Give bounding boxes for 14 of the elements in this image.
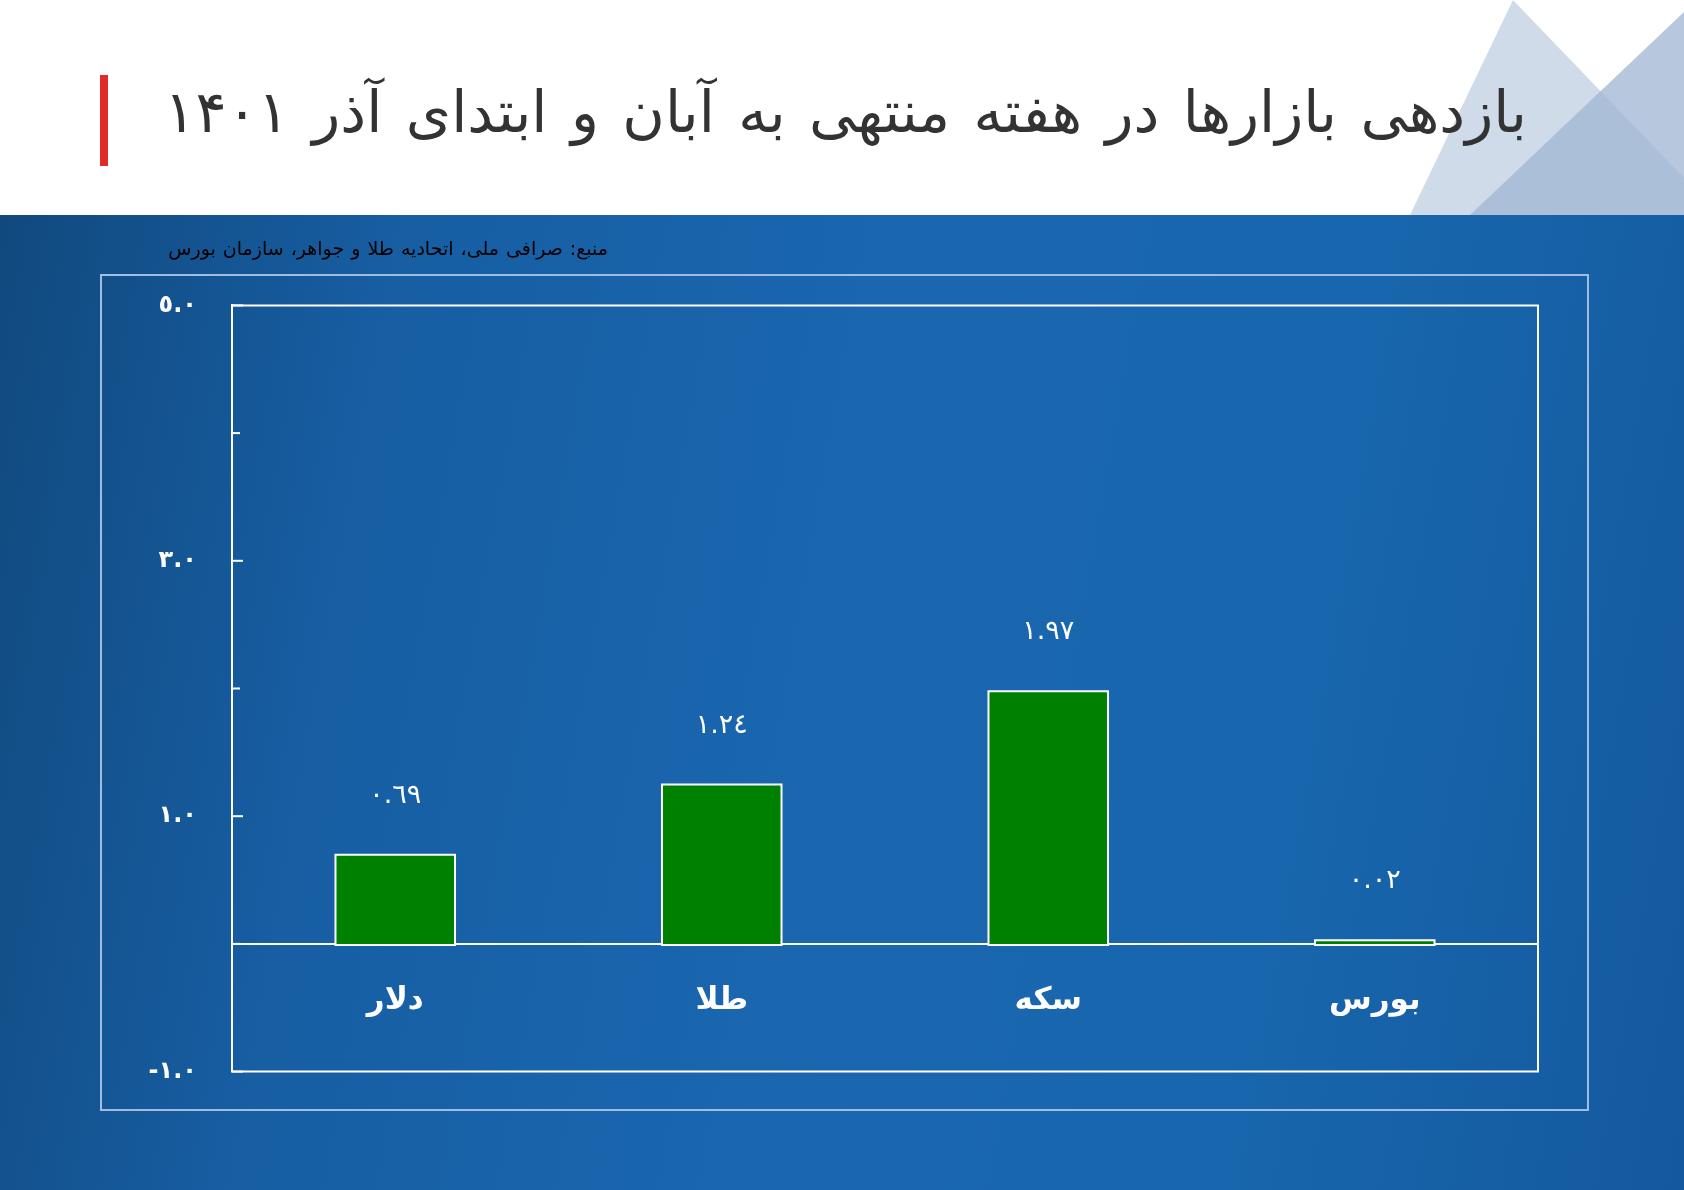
- y-tick-label: ٥.٠: [158, 289, 197, 318]
- y-tick-label: -١.٠: [148, 1055, 197, 1084]
- data-label: ١.٢٤: [695, 707, 748, 739]
- x-tick-label: بورس: [1328, 979, 1421, 1017]
- data-label: ١.٩٧: [1022, 614, 1075, 646]
- x-tick-label: دلار: [364, 979, 424, 1017]
- y-tick-label: ٣.٠: [158, 545, 197, 574]
- x-tick-label: سکه: [1014, 979, 1082, 1016]
- y-tick-label: ١.٠: [158, 800, 197, 829]
- x-tick-label: طلا: [695, 979, 749, 1016]
- text: منبع: صرافی ملی، اتحادیه طلا و جواهر، سازمان بورس: [167, 236, 608, 261]
- data-label: ٠.٠٢: [1348, 863, 1401, 895]
- data-label: ٠.٦٩: [369, 777, 422, 809]
- chart-title: بازدهی بازارها در هفته منتهی به آبان و ابتدای آذر ۱۴۰۱: [163, 76, 1527, 148]
